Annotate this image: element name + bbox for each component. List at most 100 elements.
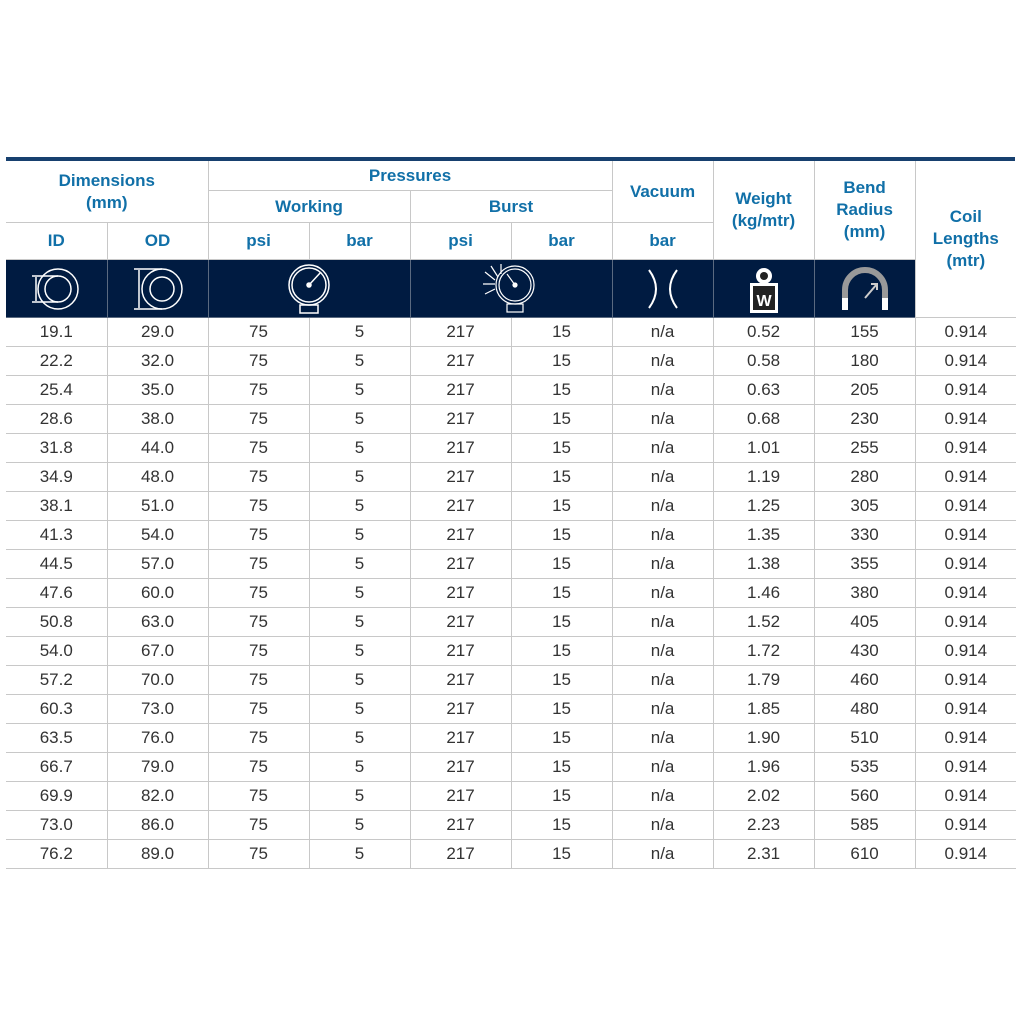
- vacuum-bar-cell: n/a: [611, 752, 714, 782]
- od-cell: 44.0: [106, 433, 209, 463]
- inner-diameter-icon: [6, 259, 108, 318]
- id-cell: 57.2: [6, 665, 108, 695]
- od-cell: 29.0: [106, 317, 209, 347]
- table-row: 38.1 51.0 75 5 217 15 n/a 1.25 305 0.914: [6, 491, 1017, 521]
- bend-radius-cell: 560: [813, 781, 916, 811]
- working-psi-cell: 75: [207, 665, 310, 695]
- coil-length-cell: 0.914: [914, 752, 1017, 782]
- working-psi-cell: 75: [207, 636, 310, 666]
- working-bar-cell: 5: [308, 665, 411, 695]
- id-cell: 44.5: [6, 549, 108, 579]
- coil-length-cell: 0.914: [914, 636, 1017, 666]
- od-cell: 32.0: [106, 346, 209, 376]
- burst-bar-cell: 15: [510, 839, 613, 869]
- table-row: 28.6 38.0 75 5 217 15 n/a 0.68 230 0.914: [6, 404, 1017, 434]
- od-cell: 86.0: [106, 810, 209, 840]
- weight-cell: 2.02: [712, 781, 815, 811]
- burst-psi-cell: 217: [409, 346, 512, 376]
- id-cell: 19.1: [6, 317, 108, 347]
- burst-psi-cell: 217: [409, 607, 512, 637]
- working-psi-cell: 75: [207, 375, 310, 405]
- pressures-header: Pressures: [207, 161, 613, 191]
- working-psi-cell: 75: [207, 607, 310, 637]
- working-bar-cell: 5: [308, 810, 411, 840]
- burst-bar-cell: 15: [510, 375, 613, 405]
- weight-cell: 0.52: [712, 317, 815, 347]
- bend-radius-cell: 610: [813, 839, 916, 869]
- burst-bar-cell: 15: [510, 549, 613, 579]
- id-cell: 69.9: [6, 781, 108, 811]
- vacuum-bar-cell: n/a: [611, 578, 714, 608]
- burst-bar-cell: 15: [510, 346, 613, 376]
- outer-diameter-icon: [106, 259, 209, 318]
- id-cell: 63.5: [6, 723, 108, 753]
- id-cell: 28.6: [6, 404, 108, 434]
- burst-psi-cell: 217: [409, 752, 512, 782]
- working-bar-header: bar: [308, 222, 411, 260]
- weight-cell: 0.68: [712, 404, 815, 434]
- bend-radius-cell: 535: [813, 752, 916, 782]
- vacuum-bar-cell: n/a: [611, 810, 714, 840]
- working-psi-cell: 75: [207, 578, 310, 608]
- table-row: 50.8 63.0 75 5 217 15 n/a 1.52 405 0.914: [6, 607, 1017, 637]
- burst-psi-cell: 217: [409, 462, 512, 492]
- working-psi-header: psi: [207, 222, 310, 260]
- working-bar-cell: 5: [308, 607, 411, 637]
- burst-bar-cell: 15: [510, 752, 613, 782]
- vacuum-bar-cell: n/a: [611, 607, 714, 637]
- working-bar-cell: 5: [308, 375, 411, 405]
- id-cell: 73.0: [6, 810, 108, 840]
- working-bar-cell: 5: [308, 839, 411, 869]
- weight-cell: 2.23: [712, 810, 815, 840]
- id-cell: 22.2: [6, 346, 108, 376]
- bend-radius-cell: 405: [813, 607, 916, 637]
- id-cell: 60.3: [6, 694, 108, 724]
- vacuum-bar-cell: n/a: [611, 694, 714, 724]
- burst-psi-cell: 217: [409, 549, 512, 579]
- table-row: 60.3 73.0 75 5 217 15 n/a 1.85 480 0.914: [6, 694, 1017, 724]
- table-row: 25.4 35.0 75 5 217 15 n/a 0.63 205 0.914: [6, 375, 1017, 405]
- working-psi-cell: 75: [207, 346, 310, 376]
- coil-length-cell: 0.914: [914, 578, 1017, 608]
- working-psi-cell: 75: [207, 317, 310, 347]
- working-bar-cell: 5: [308, 317, 411, 347]
- vacuum-bar-cell: n/a: [611, 520, 714, 550]
- coil-length-cell: 0.914: [914, 317, 1017, 347]
- weight-cell: 1.96: [712, 752, 815, 782]
- bend-radius-cell: 460: [813, 665, 916, 695]
- working-psi-cell: 75: [207, 462, 310, 492]
- id-cell: 47.6: [6, 578, 108, 608]
- vacuum-bar-cell: n/a: [611, 723, 714, 753]
- coil-length-cell: 0.914: [914, 723, 1017, 753]
- weight-cell: 1.01: [712, 433, 815, 463]
- coil-length-cell: 0.914: [914, 839, 1017, 869]
- working-psi-cell: 75: [207, 752, 310, 782]
- burst-psi-cell: 217: [409, 404, 512, 434]
- od-cell: 76.0: [106, 723, 209, 753]
- burst-psi-cell: 217: [409, 665, 512, 695]
- bend-radius-cell: 180: [813, 346, 916, 376]
- burst-bar-cell: 15: [510, 781, 613, 811]
- bend-radius-cell: 330: [813, 520, 916, 550]
- coil-length-cell: 0.914: [914, 665, 1017, 695]
- table-row: 54.0 67.0 75 5 217 15 n/a 1.72 430 0.914: [6, 636, 1017, 666]
- working-psi-cell: 75: [207, 520, 310, 550]
- burst-bar-header: bar: [510, 222, 613, 260]
- bend-radius-cell: 255: [813, 433, 916, 463]
- vacuum-bar-header: bar: [611, 222, 714, 260]
- burst-gauge-icon: [409, 259, 613, 318]
- dimensions-header: Dimensions (mm): [6, 161, 209, 223]
- od-cell: 48.0: [106, 462, 209, 492]
- vacuum-bar-cell: n/a: [611, 665, 714, 695]
- vacuum-bar-cell: n/a: [611, 462, 714, 492]
- weight-cell: 1.38: [712, 549, 815, 579]
- vacuum-bar-cell: n/a: [611, 781, 714, 811]
- burst-bar-cell: 15: [510, 636, 613, 666]
- bend-radius-cell: 510: [813, 723, 916, 753]
- weight-cell: 1.90: [712, 723, 815, 753]
- burst-bar-cell: 15: [510, 723, 613, 753]
- working-header: Working: [208, 190, 411, 223]
- working-bar-cell: 5: [308, 636, 411, 666]
- od-header: OD: [106, 222, 209, 260]
- burst-bar-cell: 15: [510, 404, 613, 434]
